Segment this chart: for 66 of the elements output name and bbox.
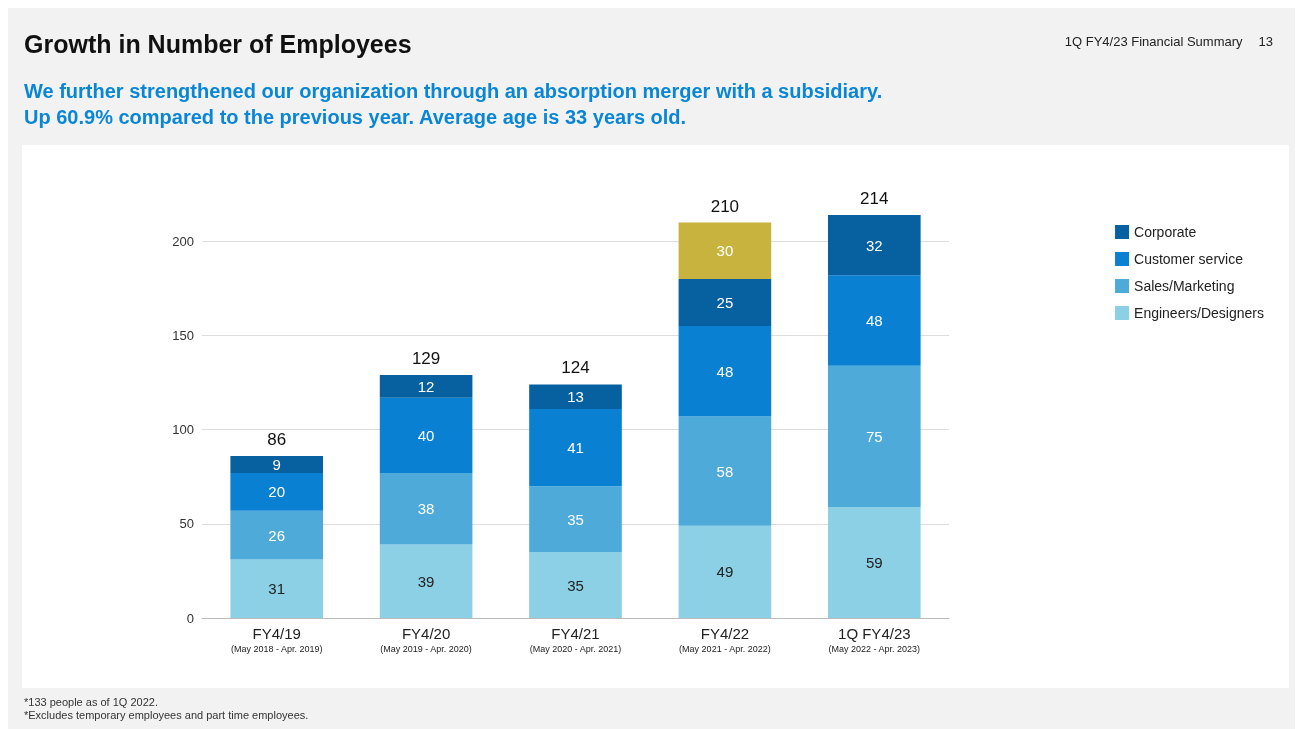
total-label: 124 xyxy=(561,358,590,378)
text: *133 people as of 1Q 2022. *Excludes temporary employees and part time employees. xyxy=(24,696,309,722)
data-label: 31 xyxy=(268,580,286,598)
total-label: 129 xyxy=(411,349,441,369)
data-label: 40 xyxy=(417,426,435,444)
bar xyxy=(827,365,921,507)
bar xyxy=(827,506,921,618)
y-tick-label: 0 xyxy=(186,610,194,626)
data-label: 32 xyxy=(865,236,883,254)
y-tick-label: 150 xyxy=(172,328,194,344)
bar xyxy=(529,384,622,409)
bar xyxy=(678,326,772,417)
x-tick-label: FY4/20 (May 2019 - Apr. 2020) xyxy=(380,625,472,654)
legend-label: Corporate xyxy=(1134,224,1197,240)
data-label: 9 xyxy=(272,456,281,474)
text: 1Q FY4/23 Financial Summary xyxy=(1064,34,1243,49)
chart-subtitle: We further strengthened our organization through an absorption merger with a subsidiary. Up 60.9% compared to the previous year. Average age is 33 years old. xyxy=(24,79,883,130)
chart-title: Growth in Number of Employees xyxy=(24,30,412,59)
bar xyxy=(379,544,473,618)
bar xyxy=(529,552,622,618)
legend-label: Customer service xyxy=(1134,251,1244,267)
data-label: 59 xyxy=(865,553,883,571)
bar xyxy=(678,222,772,280)
total-label: 210 xyxy=(710,196,740,216)
bar xyxy=(379,473,473,545)
bar xyxy=(529,408,622,487)
total-label: 214 xyxy=(860,189,889,208)
data-label: 25 xyxy=(716,294,734,312)
data-label: 75 xyxy=(865,427,883,445)
legend-label: Sales/Marketing xyxy=(1134,278,1235,294)
x-tick-label: FY4/22 (May 2021 - Apr. 2022) xyxy=(679,625,771,654)
bar xyxy=(379,375,473,398)
bar xyxy=(827,215,921,276)
bar xyxy=(230,473,324,511)
x-tick-label: 1Q FY4/23 (May 2022 - Apr. 2023) xyxy=(828,625,921,654)
y-tick-label: 100 xyxy=(172,422,194,438)
bar xyxy=(529,486,622,553)
data-label: 20 xyxy=(268,483,286,501)
legend-label: Engineers/Designers xyxy=(1134,305,1265,321)
data-label: 12 xyxy=(417,377,435,395)
bar xyxy=(678,416,772,526)
data-label: 39 xyxy=(417,572,435,590)
bar xyxy=(379,397,473,473)
data-label: 48 xyxy=(716,362,734,380)
total-label: 86 xyxy=(267,430,287,450)
data-label: 26 xyxy=(268,526,286,544)
data-label: 58 xyxy=(716,462,734,480)
data-label: 38 xyxy=(417,500,435,518)
y-tick-label: 50 xyxy=(179,516,194,532)
data-label: 35 xyxy=(567,576,584,594)
bar xyxy=(230,559,324,618)
x-tick-label: FY4/21 (May 2020 - Apr. 2021) xyxy=(529,625,622,654)
data-label: 41 xyxy=(567,439,584,457)
data-label: 35 xyxy=(567,510,584,528)
x-tick-label: FY4/19 (May 2018 - Apr. 2019) xyxy=(230,625,323,654)
y-tick-label: 200 xyxy=(172,233,194,249)
bar xyxy=(678,525,772,618)
bar xyxy=(230,456,324,473)
bar xyxy=(678,279,772,327)
data-label: 49 xyxy=(716,563,734,581)
data-label: 30 xyxy=(716,242,734,260)
text: 13 xyxy=(1258,34,1273,49)
bar xyxy=(230,510,324,560)
data-label: 13 xyxy=(567,388,584,406)
bar xyxy=(827,275,921,366)
data-label: 48 xyxy=(865,311,883,329)
